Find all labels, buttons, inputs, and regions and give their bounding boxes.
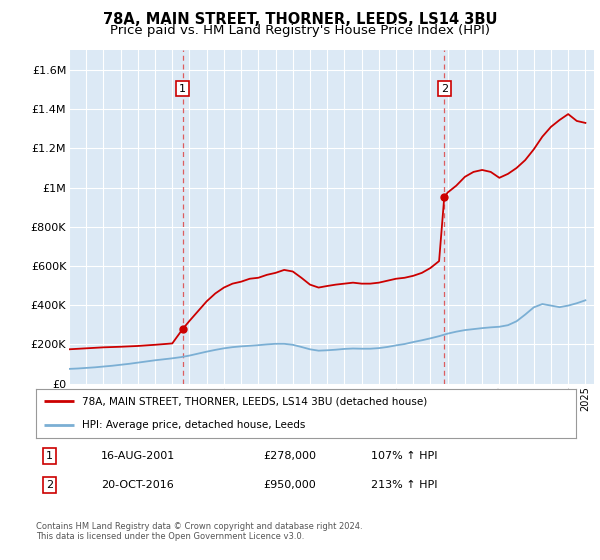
Text: 1: 1 — [46, 451, 53, 461]
Text: £950,000: £950,000 — [263, 480, 316, 490]
Text: £278,000: £278,000 — [263, 451, 316, 461]
Text: 78A, MAIN STREET, THORNER, LEEDS, LS14 3BU: 78A, MAIN STREET, THORNER, LEEDS, LS14 3… — [103, 12, 497, 27]
Text: Contains HM Land Registry data © Crown copyright and database right 2024.: Contains HM Land Registry data © Crown c… — [36, 522, 362, 531]
Text: HPI: Average price, detached house, Leeds: HPI: Average price, detached house, Leed… — [82, 420, 305, 430]
Text: 16-AUG-2001: 16-AUG-2001 — [101, 451, 175, 461]
Text: 1: 1 — [179, 83, 186, 94]
Text: 2: 2 — [46, 480, 53, 490]
Text: 213% ↑ HPI: 213% ↑ HPI — [371, 480, 437, 490]
Text: 2: 2 — [440, 83, 448, 94]
Text: 78A, MAIN STREET, THORNER, LEEDS, LS14 3BU (detached house): 78A, MAIN STREET, THORNER, LEEDS, LS14 3… — [82, 396, 427, 407]
Text: Price paid vs. HM Land Registry's House Price Index (HPI): Price paid vs. HM Land Registry's House … — [110, 24, 490, 37]
Text: This data is licensed under the Open Government Licence v3.0.: This data is licensed under the Open Gov… — [36, 532, 304, 541]
Text: 107% ↑ HPI: 107% ↑ HPI — [371, 451, 437, 461]
Text: 20-OCT-2016: 20-OCT-2016 — [101, 480, 173, 490]
